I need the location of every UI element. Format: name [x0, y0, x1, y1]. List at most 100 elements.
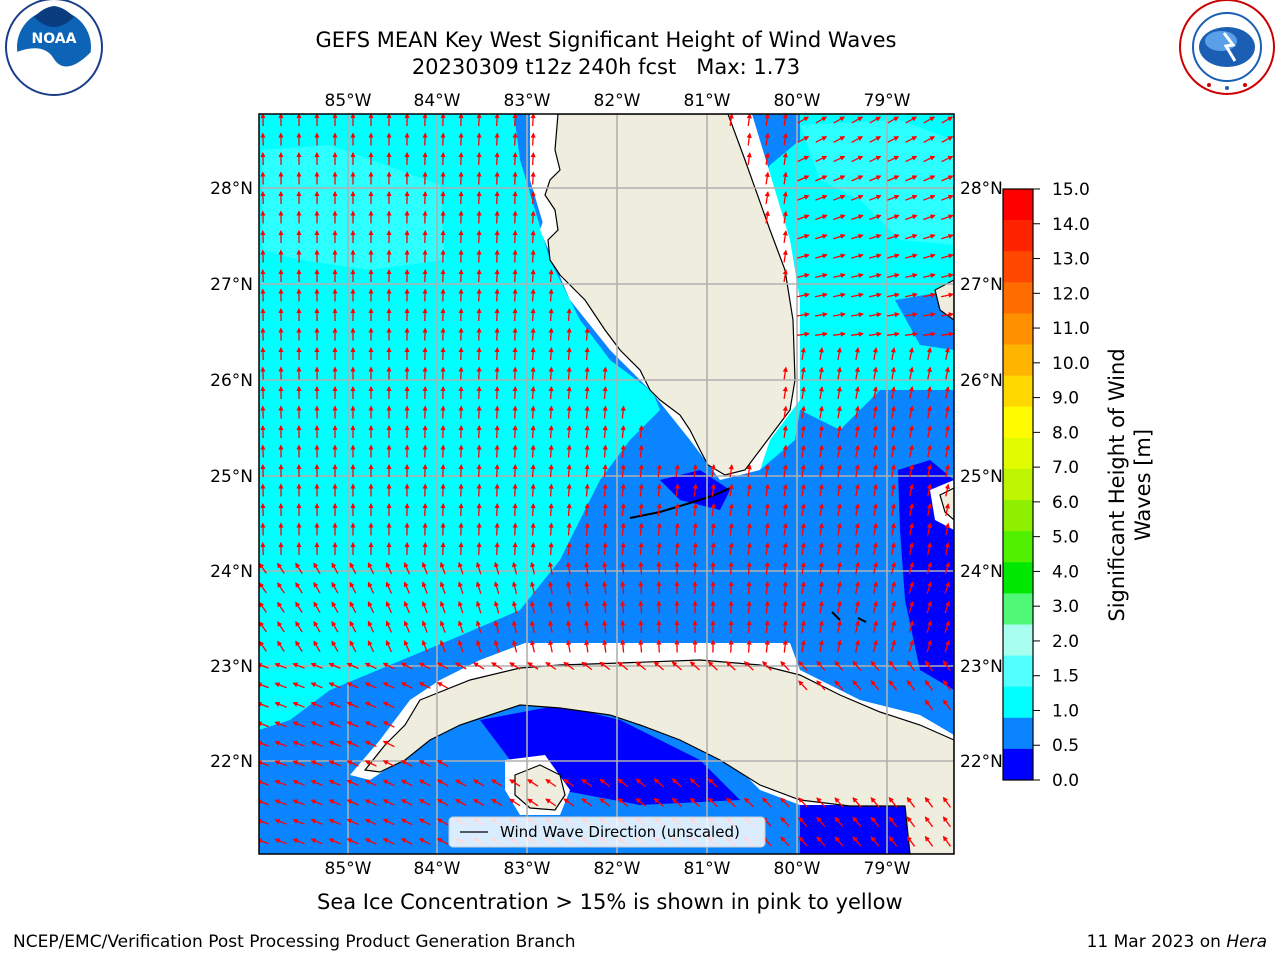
wave-direction-arrow	[274, 682, 287, 689]
wave-direction-arrow	[620, 561, 626, 575]
wave-direction-arrow	[782, 152, 788, 165]
wave-direction-arrow	[548, 463, 554, 478]
wave-band-1-5-2-patch	[262, 145, 445, 270]
wave-direction-arrow	[836, 620, 842, 634]
wave-direction-arrow	[887, 331, 900, 337]
wave-direction-arrow	[818, 522, 824, 536]
wave-direction-arrow	[797, 175, 810, 182]
wave-direction-arrow	[400, 760, 413, 767]
wave-direction-arrow	[836, 483, 842, 497]
colorbar-segment	[1003, 562, 1033, 594]
wave-direction-arrow	[494, 288, 500, 302]
wave-direction-arrow	[512, 288, 518, 302]
wave-direction-arrow	[346, 818, 359, 826]
colorbar-segment	[1003, 624, 1033, 657]
wave-direction-arrow	[797, 331, 810, 337]
wave-direction-arrow	[854, 503, 860, 517]
wave-direction-arrow	[908, 522, 914, 536]
wave-direction-arrow	[904, 292, 918, 298]
wave-direction-arrow	[418, 838, 431, 845]
wave-direction-arrow	[836, 444, 842, 458]
wave-direction-arrow	[815, 175, 828, 182]
wave-direction-arrow	[566, 502, 572, 517]
wave-direction-arrow	[746, 619, 752, 634]
wave-direction-arrow	[692, 502, 698, 517]
colorbar-segment	[1003, 344, 1033, 377]
wave-direction-arrow	[530, 424, 536, 439]
wave-direction-arrow	[328, 662, 341, 669]
wave-direction-arrow	[473, 798, 485, 807]
wave-direction-arrow	[764, 522, 770, 536]
wave-direction-arrow	[818, 366, 824, 380]
wave-direction-arrow	[764, 114, 770, 126]
wave-direction-arrow	[584, 463, 590, 478]
wave-direction-arrow	[494, 444, 500, 458]
wave-direction-arrow	[418, 818, 431, 826]
wave-direction-arrow	[944, 542, 950, 556]
wave-direction-arrow	[797, 116, 810, 124]
lat-label-right: 23°N	[960, 657, 1003, 677]
wave-direction-arrow	[566, 561, 572, 575]
wave-direction-arrow	[385, 581, 393, 594]
wave-direction-arrow	[512, 132, 518, 146]
colorbar-tick-label: 14.0	[1052, 215, 1090, 235]
wave-direction-arrow	[656, 580, 662, 595]
wave-direction-arrow	[421, 581, 428, 594]
lat-label-right: 24°N	[960, 562, 1003, 582]
wave-direction-arrow	[331, 601, 339, 614]
wave-direction-arrow	[869, 116, 882, 124]
wave-direction-arrow	[800, 464, 806, 477]
wave-direction-arrow	[944, 561, 951, 575]
wave-direction-arrow	[869, 331, 882, 337]
wave-direction-arrow	[476, 151, 482, 166]
wave-direction-arrow	[797, 155, 810, 163]
colorbar-tick-label: 4.0	[1052, 562, 1079, 582]
wave-direction-arrow	[566, 405, 572, 419]
wave-direction-arrow	[653, 797, 665, 807]
wave-direction-arrow	[816, 816, 826, 827]
wave-direction-arrow	[563, 661, 575, 671]
wave-direction-arrow	[798, 797, 808, 808]
wave-direction-arrow	[512, 249, 518, 263]
wave-direction-arrow	[403, 601, 410, 614]
legend-label: Wind Wave Direction (unscaled)	[500, 823, 740, 841]
wave-direction-arrow	[328, 799, 341, 806]
wave-direction-arrow	[620, 405, 626, 419]
nws-logo	[1179, 0, 1275, 95]
wave-direction-arrow	[566, 307, 572, 322]
lon-label-top: 79°W	[864, 91, 911, 111]
wave-direction-arrow	[868, 312, 882, 318]
wave-direction-arrow	[400, 662, 413, 670]
wave-direction-arrow	[638, 541, 644, 556]
wave-direction-arrow	[890, 425, 896, 439]
wave-direction-arrow	[851, 273, 864, 279]
wave-direction-arrow	[851, 155, 864, 163]
wave-direction-arrow	[908, 405, 914, 419]
wave-direction-arrow	[403, 581, 410, 594]
wave-direction-arrow	[796, 312, 810, 318]
wave-direction-arrow	[494, 483, 500, 497]
wave-direction-arrow	[295, 621, 303, 633]
wave-direction-arrow	[854, 425, 860, 439]
wave-direction-arrow	[944, 503, 950, 517]
wave-direction-arrow	[494, 541, 500, 556]
wave-direction-arrow	[548, 327, 554, 341]
wave-direction-arrow	[869, 273, 882, 279]
lat-labels-right: 28°N 27°N 26°N 25°N 24°N 23°N 22°N	[960, 179, 1003, 772]
wave-direction-arrow	[620, 463, 626, 478]
lat-label-left: 22°N	[210, 752, 253, 772]
map-legend: Wind Wave Direction (unscaled)	[448, 816, 766, 848]
wave-direction-arrow	[512, 405, 518, 419]
wave-direction-arrow	[833, 214, 846, 221]
wave-direction-arrow	[905, 136, 918, 143]
wave-direction-arrow	[494, 114, 500, 127]
wave-direction-arrow	[476, 249, 482, 263]
wave-direction-arrow	[782, 405, 788, 419]
wave-direction-arrow	[941, 136, 954, 143]
wave-direction-arrow	[872, 561, 878, 575]
wave-direction-arrow	[476, 346, 482, 361]
wave-direction-arrow	[922, 312, 936, 318]
wave-direction-arrow	[400, 818, 413, 826]
wave-direction-arrow	[926, 542, 932, 556]
wave-direction-arrow	[725, 797, 736, 808]
